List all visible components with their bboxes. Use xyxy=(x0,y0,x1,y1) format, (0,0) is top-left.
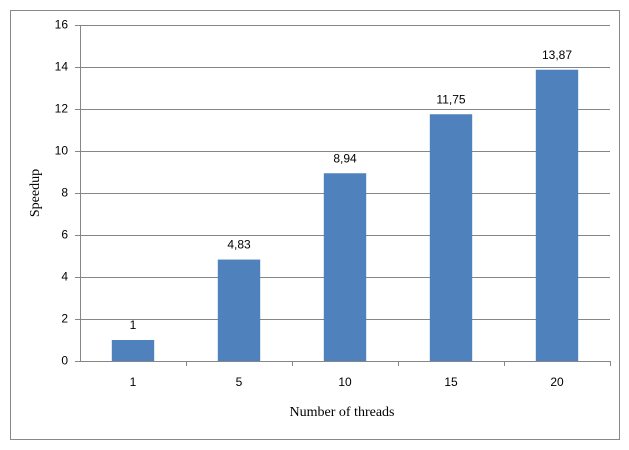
x-tick-label: 15 xyxy=(444,375,458,389)
bar xyxy=(323,173,367,361)
value-label: 11,75 xyxy=(436,92,465,106)
y-tick-label: 6 xyxy=(61,228,68,242)
value-label: 4,83 xyxy=(227,238,251,252)
y-tick-label: 14 xyxy=(55,60,69,74)
y-tick-label: 4 xyxy=(61,270,68,284)
bar xyxy=(111,340,155,361)
bar xyxy=(217,259,261,361)
y-tick-label: 8 xyxy=(61,186,68,200)
chart-frame xyxy=(10,10,620,440)
bar xyxy=(429,114,473,361)
value-label: 8,94 xyxy=(333,151,357,165)
x-axis-title: Number of threads xyxy=(290,405,395,420)
y-tick-label: 10 xyxy=(55,144,69,158)
y-tick-label: 0 xyxy=(61,354,68,368)
x-tick-label: 20 xyxy=(550,375,564,389)
y-tick-label: 2 xyxy=(61,312,68,326)
y-axis-title: Speedup xyxy=(28,169,43,217)
value-label: 13,87 xyxy=(542,48,572,62)
x-tick-label: 5 xyxy=(236,375,243,389)
y-tick-label: 12 xyxy=(55,102,69,116)
y-tick-label: 16 xyxy=(55,18,69,32)
x-tick-label: 10 xyxy=(338,375,352,389)
bar xyxy=(535,69,579,361)
x-tick-label: 1 xyxy=(130,375,137,389)
value-label: 1 xyxy=(130,318,137,332)
